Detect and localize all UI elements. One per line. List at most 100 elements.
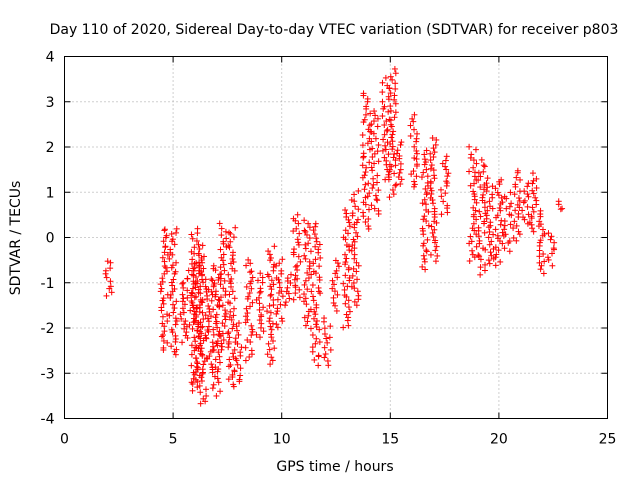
data-point [506, 203, 513, 210]
data-point [309, 331, 316, 338]
data-point [303, 231, 310, 238]
data-point [510, 234, 517, 241]
data-point [476, 253, 483, 260]
data-point [559, 205, 566, 212]
data-point [295, 220, 302, 227]
data-point [312, 223, 319, 230]
data-point [469, 251, 476, 258]
data-point [313, 335, 320, 342]
data-point [421, 161, 428, 168]
data-point [353, 219, 360, 226]
data-point [270, 301, 277, 308]
data-point [193, 363, 200, 370]
data-point [218, 270, 225, 277]
data-point [513, 222, 520, 229]
data-point [487, 249, 494, 256]
data-point [180, 295, 187, 302]
data-point [279, 293, 286, 300]
data-point [515, 195, 522, 202]
data-point [413, 147, 420, 154]
data-point [226, 314, 233, 321]
data-point [391, 114, 398, 121]
data-point [193, 237, 200, 244]
data-point [488, 238, 495, 245]
data-point [524, 183, 531, 190]
data-point [242, 344, 249, 351]
data-point [364, 193, 371, 200]
data-point [323, 335, 330, 342]
data-point [420, 169, 427, 176]
data-point [351, 298, 358, 305]
data-point [343, 242, 350, 249]
data-point [198, 378, 205, 385]
data-point [231, 295, 238, 302]
data-point [310, 293, 317, 300]
data-point [304, 286, 311, 293]
data-point [194, 360, 201, 367]
data-point [383, 118, 390, 125]
data-point [506, 238, 513, 245]
data-point [494, 212, 501, 219]
data-point [297, 258, 304, 265]
data-point [411, 111, 418, 118]
data-point [204, 315, 211, 322]
data-point [392, 70, 399, 77]
data-point [495, 192, 502, 199]
data-point [160, 238, 167, 245]
data-point [540, 270, 547, 277]
data-point [218, 340, 225, 347]
data-point [496, 204, 503, 211]
data-point [432, 141, 439, 148]
data-point [421, 156, 428, 163]
data-point [168, 343, 175, 350]
data-point [379, 79, 386, 86]
data-point [218, 225, 225, 232]
data-point [271, 345, 278, 352]
data-point [212, 314, 219, 321]
data-point [363, 164, 370, 171]
data-point [385, 93, 392, 100]
data-point [196, 342, 203, 349]
data-point [512, 181, 519, 188]
data-point [331, 281, 338, 288]
data-point [427, 157, 434, 164]
data-point [242, 357, 249, 364]
data-point [313, 301, 320, 308]
data-point [159, 275, 166, 282]
data-point [346, 219, 353, 226]
data-point [159, 313, 166, 320]
data-point [330, 294, 337, 301]
data-point [517, 176, 524, 183]
data-point [159, 320, 166, 327]
data-point [365, 216, 372, 223]
data-point [529, 180, 536, 187]
data-point [342, 272, 349, 279]
data-point [470, 188, 477, 195]
data-point [340, 280, 347, 287]
data-point [498, 194, 505, 201]
data-point [362, 219, 369, 226]
data-point [530, 208, 537, 215]
data-point [237, 365, 244, 372]
data-point [301, 314, 308, 321]
data-point [309, 282, 316, 289]
data-point [430, 167, 437, 174]
data-point [315, 362, 322, 369]
data-point [345, 304, 352, 311]
data-point [315, 284, 322, 291]
data-point [302, 241, 309, 248]
data-point [428, 187, 435, 194]
data-point [529, 187, 536, 194]
data-point [432, 258, 439, 265]
data-point [183, 329, 190, 336]
data-point [533, 197, 540, 204]
data-point [397, 160, 404, 167]
data-point [392, 100, 399, 107]
data-point [371, 150, 378, 157]
data-point [192, 344, 199, 351]
data-point [274, 296, 281, 303]
data-point [414, 150, 421, 157]
data-point [305, 312, 312, 319]
data-point [210, 283, 217, 290]
data-point [470, 211, 477, 218]
